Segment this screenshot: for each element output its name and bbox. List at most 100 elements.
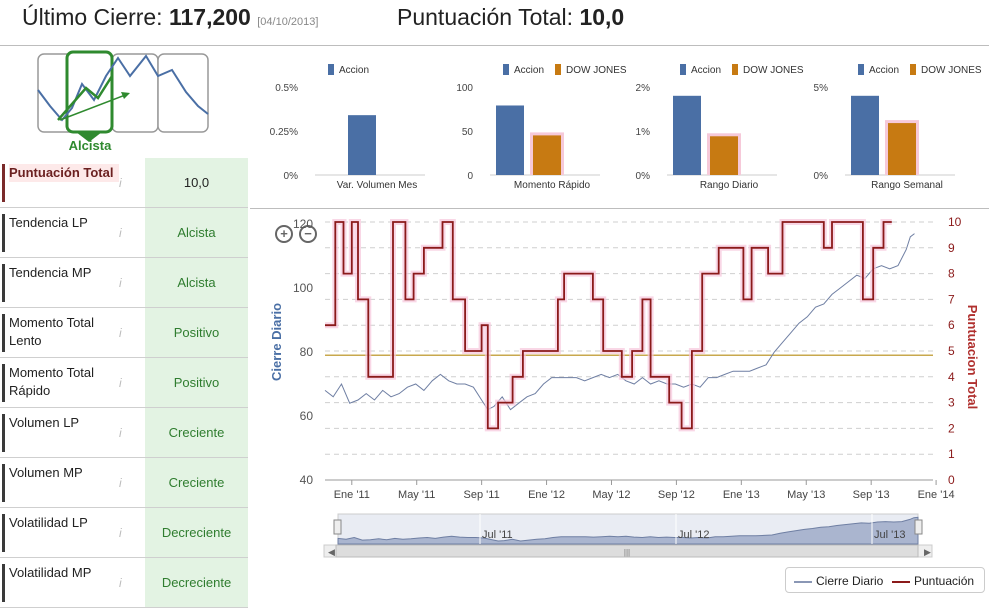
range-navigator[interactable]: Jul '11 Jul '12 Jul '13 ◀ ▶ ||| [320,512,940,562]
metric-label: Volumen MP [9,465,83,480]
chart-legend: Cierre Diario Puntuación [785,567,985,593]
info-icon[interactable]: i [119,476,122,490]
navigator-right-handle [914,519,923,535]
legend-swatch [680,64,686,75]
metric-value: Alcista [145,258,248,307]
right-axis-label: Puntuacion Total [965,305,980,409]
y-tick-label: 0.25% [270,127,298,138]
x-tick-label: Sep '13 [853,489,890,501]
info-icon[interactable]: i [119,176,122,190]
navigator-tick-label: Jul '12 [678,529,709,541]
right-tick-label: 6 [948,318,955,332]
metric-value: Creciente [145,458,248,507]
legend-item-close[interactable]: Cierre Diario [794,574,883,588]
trend-chart-icon [37,50,209,142]
x-category-label: Rango Diario [700,180,759,191]
info-icon[interactable]: i [119,276,122,290]
row-marker [2,564,5,602]
x-tick-label: May '11 [398,489,435,501]
row-marker [2,264,5,302]
y-tick-label: 0.5% [275,83,298,94]
left-tick-label: 80 [300,345,314,359]
last-close-value: 117,200 [168,4,251,30]
scrollbar-thumb [335,544,919,558]
legend-item-score[interactable]: Puntuación [892,574,974,588]
y-tick-label: 100 [456,83,473,94]
legend-label: DOW JONES [921,65,982,76]
scroll-left-icon: ◀ [328,547,335,557]
right-tick-label: 8 [948,267,955,281]
metric-label: Tendencia LP [9,215,88,230]
scroll-right-icon: ▶ [924,547,931,557]
metric-row: Momento Total Lento i Positivo [0,308,248,358]
navigator-left-handle [333,519,342,535]
legend-label: Accion [691,65,721,76]
divider [250,208,989,209]
left-tick-label: 60 [300,409,314,423]
metric-value: Alcista [145,208,248,257]
x-tick-label: Ene '13 [723,489,760,501]
metric-value: Creciente [145,408,248,457]
total-score-label: Puntuación Total: [397,4,574,30]
bar [348,115,376,175]
price-score-chart: 0 1 2 3 4 5 6 7 8 9 10 40 60 80 100 120 Ene '11 May '11 Se… [269,215,980,501]
bar [673,95,701,175]
trend-label: Alcista [68,138,112,153]
trend-indicator: Alcista [0,48,248,158]
zoom-in-icon[interactable]: + [275,225,293,243]
right-tick-label: 10 [948,215,962,229]
bar [710,136,738,175]
metric-label: Momento Total Lento [9,315,95,348]
x-tick-label: Ene '11 [334,489,370,501]
comparison-bar-charts: Accion 0.5% 0.25% 0% Var. Volumen Mes Accion D… [270,64,982,191]
legend-label: Accion [514,65,544,76]
x-category-label: Momento Rápido [514,180,591,191]
left-tick-label: 40 [300,473,314,487]
y-tick-label: 2% [636,83,651,94]
row-marker [2,314,5,352]
row-marker [2,414,5,452]
info-icon[interactable]: i [119,226,122,240]
info-icon[interactable]: i [119,326,122,340]
zoom-out-icon[interactable]: − [299,225,317,243]
right-tick-label: 2 [948,421,955,435]
series-line-score [325,221,892,430]
x-tick-label: Sep '12 [658,489,695,501]
metric-row: Volatilidad LP i Decreciente [0,508,248,558]
metric-value: Decreciente [145,558,248,607]
legend-label: Puntuación [914,574,975,588]
info-icon[interactable]: i [119,426,122,440]
metric-label: Tendencia MP [9,265,92,280]
metric-row: Tendencia MP i Alcista [0,258,248,308]
header: Último Cierre: 117,200 [04/10/2013] Punt… [0,0,989,46]
metric-label: Volatilidad MP [9,565,92,580]
info-icon[interactable]: i [119,576,122,590]
metric-value: 10,0 [145,158,248,207]
metric-row: Volumen MP i Creciente [0,458,248,508]
right-tick-label: 9 [948,241,955,255]
x-tick-label: Sep '11 [464,489,500,501]
legend-swatch [555,64,561,75]
bar [888,123,916,175]
metric-label: Puntuación Total [9,164,119,182]
info-icon[interactable]: i [119,526,122,540]
right-tick-label: 5 [948,344,955,358]
navigator-tick-label: Jul '11 [482,529,513,541]
x-category-label: Var. Volumen Mes [337,180,417,191]
right-tick-label: 1 [948,447,955,461]
right-tick-label: 3 [948,396,955,410]
right-tick-label: 7 [948,292,955,306]
row-marker [2,464,5,502]
row-marker [2,514,5,552]
x-category-label: Rango Semanal [871,180,943,191]
legend-swatch [858,64,864,75]
metric-value: Decreciente [145,508,248,557]
last-close-date: [04/10/2013] [257,16,319,28]
info-icon[interactable]: i [119,376,122,390]
navigator-area [337,516,919,545]
x-tick-label: Ene '14 [918,489,955,501]
y-tick-label: 0% [814,171,829,182]
metric-label: Volatilidad LP [9,515,88,530]
metric-row: Volumen LP i Creciente [0,408,248,458]
metric-label: Volumen LP [9,415,80,430]
